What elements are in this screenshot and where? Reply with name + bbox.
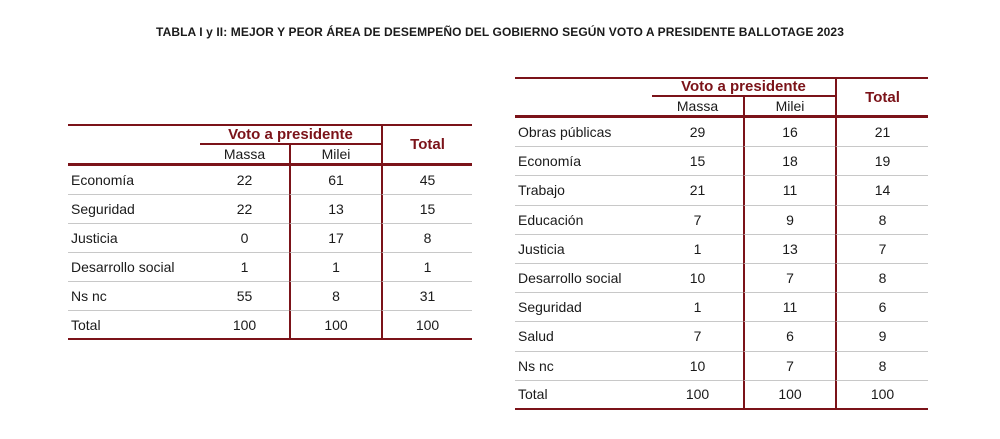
total-header: Total	[381, 124, 472, 166]
cell-total: 45	[381, 166, 472, 195]
cell-massa: 10	[652, 264, 743, 294]
cell-milei: 7	[743, 263, 835, 294]
cell-massa: 21	[652, 176, 743, 206]
row-label: Total	[515, 381, 652, 410]
group-header: Voto a presidente	[652, 77, 835, 97]
row-label: Total	[68, 311, 200, 340]
row-label: Ns nc	[515, 352, 652, 381]
group-header: Voto a presidente	[200, 124, 381, 145]
cell-massa: 0	[200, 224, 289, 253]
cell-massa: 7	[652, 322, 743, 352]
row-label: Seguridad	[515, 293, 652, 323]
header-blank	[68, 124, 200, 145]
row-label: Justicia	[515, 235, 652, 264]
cell-total: 1	[381, 253, 472, 282]
cell-milei: 8	[289, 282, 381, 311]
cell-massa: 1	[652, 293, 743, 323]
cell-massa: 7	[652, 206, 743, 235]
cell-massa: 55	[200, 282, 289, 311]
cell-milei: 13	[289, 195, 381, 224]
column-header-milei: Milei	[289, 145, 381, 166]
cell-massa: 10	[652, 352, 743, 381]
column-header-massa: Massa	[652, 97, 743, 118]
cell-total: 8	[835, 205, 928, 235]
cell-massa: 1	[200, 253, 289, 282]
cell-milei: 9	[743, 205, 835, 235]
total-header: Total	[835, 77, 928, 118]
column-header-milei: Milei	[743, 97, 835, 118]
cell-total: 6	[835, 293, 928, 323]
table-peor-area: Voto a presidente Total Massa Milei Obras pú…	[515, 77, 928, 410]
row-label: Salud	[515, 322, 652, 352]
cell-total: 9	[835, 322, 928, 352]
cell-total: 8	[381, 224, 472, 253]
cell-total: 21	[835, 118, 928, 148]
header-blank	[515, 97, 652, 118]
cell-total: 14	[835, 176, 928, 206]
cell-total: 8	[835, 263, 928, 294]
cell-total: 15	[381, 195, 472, 224]
cell-total: 8	[835, 351, 928, 381]
cell-total: 7	[835, 234, 928, 264]
row-label: Justicia	[68, 224, 200, 253]
row-label: Obras públicas	[515, 118, 652, 148]
column-header-massa: Massa	[200, 145, 289, 166]
cell-milei: 61	[289, 166, 381, 195]
cell-milei: 100	[289, 311, 381, 340]
cell-milei: 18	[743, 147, 835, 177]
header-blank	[515, 77, 652, 97]
cell-massa: 100	[200, 311, 289, 340]
cell-milei: 6	[743, 322, 835, 352]
cell-total: 31	[381, 282, 472, 311]
cell-milei: 7	[743, 351, 835, 381]
row-label: Desarrollo social	[68, 253, 200, 282]
cell-milei: 100	[743, 380, 835, 410]
row-label: Economía	[68, 166, 200, 195]
row-label: Ns nc	[68, 282, 200, 311]
cell-massa: 22	[200, 166, 289, 195]
table-mejor-area: Voto a presidente Total Massa Milei Economía…	[68, 124, 472, 340]
cell-milei: 11	[743, 293, 835, 323]
cell-massa: 15	[652, 147, 743, 177]
row-label: Educación	[515, 206, 652, 235]
cell-massa: 1	[652, 235, 743, 264]
cell-milei: 1	[289, 253, 381, 282]
page-title: TABLA I y II: MEJOR Y PEOR ÁREA DE DESEM…	[156, 25, 844, 39]
cell-massa: 29	[652, 118, 743, 148]
cell-massa: 100	[652, 381, 743, 410]
cell-total: 100	[835, 380, 928, 410]
cell-milei: 16	[743, 118, 835, 148]
header-blank	[68, 145, 200, 166]
cell-total: 19	[835, 147, 928, 177]
row-label: Desarrollo social	[515, 264, 652, 294]
row-label: Economía	[515, 147, 652, 177]
cell-massa: 22	[200, 195, 289, 224]
row-label: Trabajo	[515, 176, 652, 206]
cell-milei: 11	[743, 176, 835, 206]
cell-milei: 17	[289, 224, 381, 253]
cell-milei: 13	[743, 234, 835, 264]
row-label: Seguridad	[68, 195, 200, 224]
cell-total: 100	[381, 311, 472, 340]
